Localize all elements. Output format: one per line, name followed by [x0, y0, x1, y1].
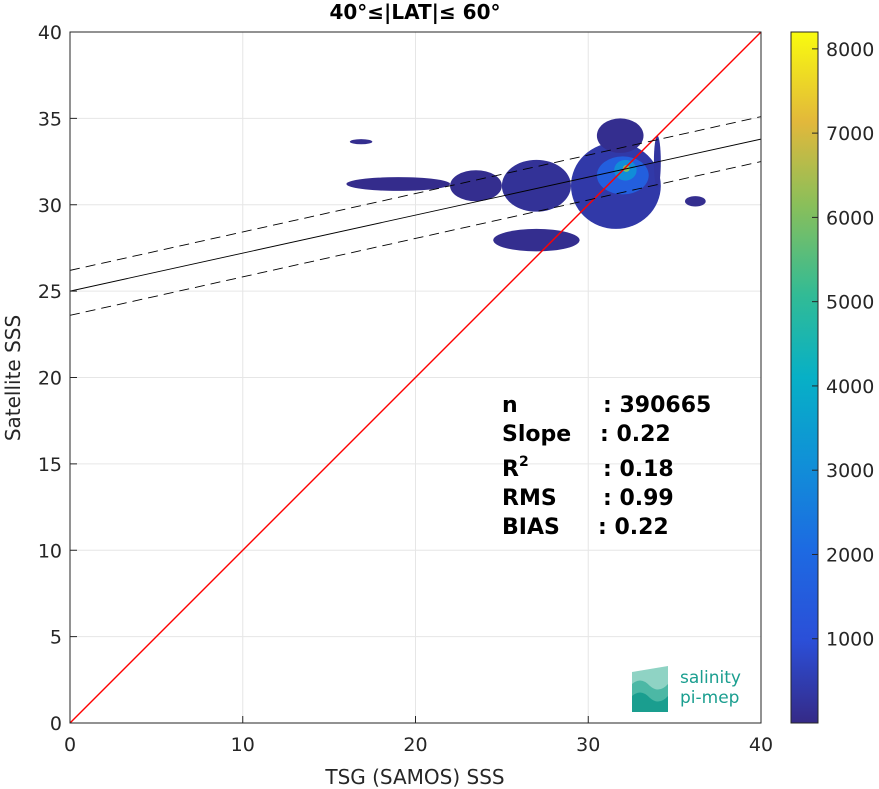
x-tick-label: 20: [403, 734, 427, 756]
density-cell: [450, 170, 502, 202]
y-tick-label: 35: [38, 108, 62, 130]
density-cell: [501, 159, 571, 212]
density-cloud: [346, 118, 706, 252]
y-tick-label: 0: [50, 713, 62, 735]
stat-label: R2: [502, 454, 529, 482]
colorbar-ticks: 1000 2000 3000 4000 5000 6000 7000 8000: [812, 39, 874, 651]
stat-label: Slope: [502, 422, 571, 447]
density-cell: [493, 228, 580, 252]
salinity-pi-mep-logo: salinity pi-mep: [632, 666, 741, 712]
y-tick-label: 5: [50, 627, 62, 649]
density-cell: [346, 177, 451, 191]
y-axis-label: Satellite SSS: [1, 315, 25, 441]
colorbar-tick-label: 3000: [826, 460, 874, 482]
y-tick-label: 25: [38, 281, 62, 303]
x-tick-label: 30: [576, 734, 600, 756]
stat-value: : 0.22: [598, 515, 669, 540]
x-tick-label: 10: [231, 734, 255, 756]
axis-ticks: 0 10 20 30 40 0 5 10 15 20 25 30 35 40: [38, 22, 773, 756]
chart-title: 40°≤|LAT|≤ 60°: [329, 0, 500, 24]
colorbar-tick-label: 1000: [826, 629, 874, 651]
y-tick-label: 30: [38, 195, 62, 217]
fit-line: [70, 138, 761, 292]
y-tick-label: 40: [38, 22, 62, 44]
colorbar-tick-label: 6000: [826, 207, 874, 229]
colorbar-tick-label: 2000: [826, 544, 874, 566]
colorbar: [790, 31, 819, 724]
x-tick-label: 0: [64, 734, 76, 756]
stat-value: : 0.22: [600, 422, 671, 447]
colorbar-tick-label: 7000: [826, 123, 874, 145]
x-tick-label: 40: [749, 734, 773, 756]
fit-upper-line: [70, 116, 761, 271]
wave-icon: [632, 666, 668, 712]
stat-label: BIAS: [502, 515, 560, 540]
regression-lines: [70, 32, 761, 723]
logo-line2: pi-mep: [680, 688, 739, 708]
y-tick-label: 15: [38, 454, 62, 476]
stat-label: n: [502, 393, 518, 418]
stat-value: : 0.99: [603, 486, 674, 511]
density-cell: [596, 118, 644, 153]
fit-lower-line: [70, 161, 761, 316]
logo-line1: salinity: [680, 668, 741, 688]
density-cell: [349, 139, 373, 145]
colorbar-tick-label: 8000: [826, 39, 874, 61]
y-tick-label: 10: [38, 540, 62, 562]
stat-value: : 0.18: [603, 457, 674, 482]
identity-line: [70, 32, 761, 723]
stat-value: : 390665: [603, 393, 711, 418]
colorbar-tick-label: 4000: [826, 376, 874, 398]
x-axis-label: TSG (SAMOS) SSS: [324, 765, 504, 789]
stat-label: RMS: [502, 486, 557, 511]
colorbar-tick-label: 5000: [826, 292, 874, 314]
y-tick-label: 20: [38, 368, 62, 390]
stats-box: n : 390665 Slope : 0.22 R2 : 0.18 RMS : 0.99 BIA…: [502, 393, 711, 540]
density-cell: [684, 196, 706, 207]
